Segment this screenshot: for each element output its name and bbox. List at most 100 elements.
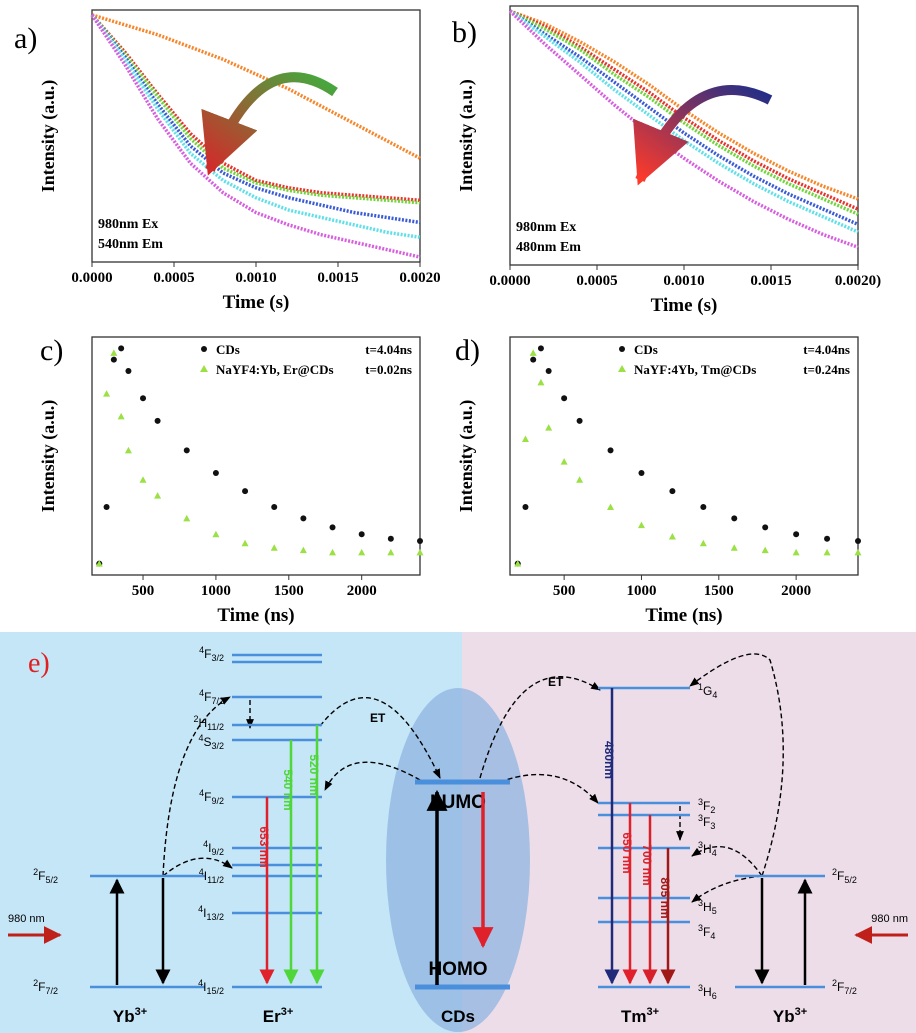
level-j: 11/2 xyxy=(207,875,224,885)
panel-label: e) xyxy=(28,648,50,679)
x-tick-label: 0.0020) xyxy=(835,273,881,289)
data-point xyxy=(537,345,544,352)
x-axis-label: Time (s) xyxy=(651,295,718,316)
data-point xyxy=(387,548,395,556)
level-label: 3H5 xyxy=(698,898,717,916)
data-point xyxy=(154,417,161,424)
ion-symbol: Yb xyxy=(113,1007,135,1026)
data-point xyxy=(271,504,278,510)
level-term: F xyxy=(837,869,844,883)
et-path xyxy=(162,857,233,877)
level-multiplicity: 2 xyxy=(33,867,38,877)
data-point xyxy=(117,412,125,420)
emission-label: 700 nm xyxy=(640,844,654,885)
level-term: F xyxy=(703,799,710,813)
emission-label: 653 nm xyxy=(257,826,271,867)
et-path xyxy=(324,761,421,791)
x-tick-label: 2000 xyxy=(781,583,811,599)
level-label: 2H11/2 xyxy=(193,714,224,732)
level-term: H xyxy=(703,985,712,999)
trend-arrow-b xyxy=(633,85,773,186)
et-label: ET xyxy=(548,675,564,689)
data-point xyxy=(854,548,862,556)
panel-label: c) xyxy=(40,334,63,367)
data-point xyxy=(561,395,568,402)
level-label: 3H6 xyxy=(698,983,717,1001)
level-term: F xyxy=(38,869,45,883)
level-j: 9/2 xyxy=(211,847,224,857)
data-point xyxy=(140,395,147,402)
emission-label: 650 nm xyxy=(620,832,634,873)
level-multiplicity: 2 xyxy=(832,867,837,877)
data-point xyxy=(358,531,365,538)
annotation: 980nm Ex xyxy=(516,220,576,235)
series-line xyxy=(90,13,421,202)
data-point xyxy=(576,476,584,483)
x-tick-label: 1000 xyxy=(626,583,656,599)
level-j: 3 xyxy=(710,821,715,831)
charts: a) 0.0000 0.0005 0.0010 0.0015 0.0020 Time (s)… xyxy=(14,5,881,626)
level-label: 3F2 xyxy=(698,797,715,815)
et-label: ET xyxy=(370,711,386,725)
data-point xyxy=(607,503,615,510)
level-term: F xyxy=(38,980,45,994)
level-label: 4I15/2 xyxy=(198,978,224,996)
homo-label: HOMO xyxy=(428,959,487,980)
level-j: 3/2 xyxy=(211,741,224,751)
x-tick-label: 500 xyxy=(132,583,155,599)
level-j: 4 xyxy=(710,931,715,941)
data-point xyxy=(154,492,162,499)
ion-charge: 3+ xyxy=(135,1006,148,1018)
x-tick-label: 0.0005 xyxy=(576,273,617,289)
data-point xyxy=(638,470,645,476)
data-point xyxy=(387,535,394,542)
x-tick-label: 0.0010 xyxy=(663,273,704,289)
emission-label: 540 nm xyxy=(281,769,295,810)
chart: b) 0.0000 0.0005 0.0010 0.0015 0.0020) Time (s… xyxy=(452,5,881,316)
data-point xyxy=(545,424,553,431)
data-point xyxy=(329,548,337,556)
level-term: F xyxy=(204,690,211,704)
data-point xyxy=(607,447,614,454)
level-multiplicity: 4 xyxy=(198,733,203,743)
data-point xyxy=(183,514,191,522)
series-line xyxy=(90,13,421,259)
chart: c) 500 1000 1500 2000 Time (ns) Intensity (a.u… xyxy=(38,334,424,626)
data-point xyxy=(300,515,307,522)
level-label: 2F7/2 xyxy=(33,978,58,996)
level-j: 4 xyxy=(712,690,717,700)
plot-frame xyxy=(91,336,421,576)
data-point xyxy=(110,349,118,356)
series-line xyxy=(90,13,421,205)
level-j: 11/2 xyxy=(207,722,224,732)
level-term: F xyxy=(703,815,710,829)
data-point xyxy=(823,548,831,556)
level-term: S xyxy=(203,735,211,749)
level-j: 13/2 xyxy=(206,912,224,922)
excitation-label: 980 nm xyxy=(871,913,908,925)
series-line xyxy=(90,13,421,225)
emission-label: 480nm xyxy=(602,741,616,779)
et-path xyxy=(162,696,231,877)
level-multiplicity: 4 xyxy=(198,978,203,988)
level-term: G xyxy=(703,684,712,698)
level-term: I xyxy=(203,906,206,920)
level-term: H xyxy=(198,716,207,730)
ion-label: Yb3+ xyxy=(113,1006,147,1026)
level-label: 4S3/2 xyxy=(198,733,224,751)
legend-label: NaYF4:Yb, Er@CDs xyxy=(216,362,334,377)
level-multiplicity: 3 xyxy=(698,983,703,993)
level-j: 4 xyxy=(712,848,717,858)
ion-symbol: Tm xyxy=(621,1007,647,1026)
cds-label: CDs xyxy=(441,1007,475,1026)
series-line xyxy=(509,9,859,211)
data-point xyxy=(762,524,769,531)
data-point xyxy=(699,539,707,547)
et-path xyxy=(319,697,441,779)
level-term: F xyxy=(204,790,211,804)
level-j: 7/2 xyxy=(45,986,58,996)
level-multiplicity: 4 xyxy=(199,788,204,798)
x-tick-label: 1500 xyxy=(274,583,304,599)
trend-arrow xyxy=(201,72,773,186)
